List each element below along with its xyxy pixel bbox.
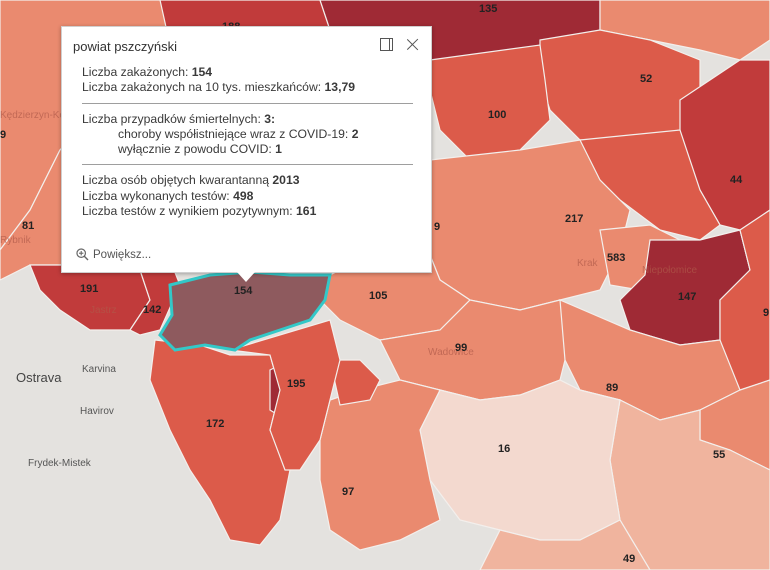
region-value: 44 <box>730 174 743 186</box>
divider <box>82 102 413 104</box>
quarantine-row: Liczba osób objętych kwarantanną 2013 <box>82 173 300 188</box>
region-value: 9 <box>0 129 6 141</box>
region-value: 195 <box>287 378 305 390</box>
region-value: 100 <box>488 109 506 121</box>
region-value: 81 <box>22 220 34 232</box>
zoom-link[interactable]: Powiększ... <box>76 248 151 261</box>
region-value: 172 <box>206 418 224 430</box>
region-value: 147 <box>678 291 696 303</box>
popup-pointer <box>237 272 255 282</box>
region-value: 135 <box>479 3 497 15</box>
comorbid-row: choroby współistniejące wraz z COVID-19:… <box>118 126 359 141</box>
divider <box>82 164 413 166</box>
region-value: 9 <box>763 307 769 319</box>
tests-row: Liczba wykonanych testów: 498 <box>82 188 254 203</box>
zoom-label: Powiększ... <box>93 248 152 261</box>
covid-only-row: wyłącznie z powodu COVID: 1 <box>118 142 282 157</box>
infections-row: Liczba zakażonych: 154 <box>82 65 213 79</box>
place-label: Havirov <box>80 406 114 417</box>
place-label: Kędzierzyn-Koźle <box>0 110 78 121</box>
region-value: 49 <box>623 553 635 565</box>
place-label: Ostrava <box>16 370 62 385</box>
close-icon[interactable] <box>406 38 419 51</box>
place-label: Karvina <box>82 364 116 375</box>
region-49[interactable] <box>479 519 651 570</box>
region-97[interactable] <box>319 379 441 551</box>
region-small-right-195[interactable] <box>329 359 381 406</box>
region-value: 97 <box>342 486 354 498</box>
info-popup: powiat pszczyński Liczba zakażonych: 154… <box>61 26 432 282</box>
region-value: 142 <box>143 304 161 316</box>
place-label: Krak <box>577 258 599 269</box>
region-value: 89 <box>606 382 618 394</box>
dock-icon[interactable] <box>380 38 393 51</box>
region-cieszyn-area[interactable] <box>149 339 291 546</box>
region-value: 9 <box>434 221 440 233</box>
positive-row: Liczba testów z wynikiem pozytywnym: 161 <box>82 204 317 219</box>
region-value: 16 <box>498 443 510 455</box>
region-value: 105 <box>369 290 387 302</box>
region-value: 583 <box>607 252 625 264</box>
region-pszczynski-selected[interactable] <box>158 270 332 352</box>
popup-content: Liczba zakażonych: 154 Liczba zakażonych… <box>82 65 413 219</box>
place-label: Wadowice <box>428 347 474 358</box>
region-value: 55 <box>713 449 725 461</box>
popup-title: powiat pszczyński <box>73 39 178 54</box>
deaths-row: Liczba przypadków śmiertelnych: 3: <box>82 111 276 126</box>
region-value: 99 <box>455 342 467 354</box>
place-label: Jastrz <box>90 305 117 316</box>
region-value: 52 <box>640 73 652 85</box>
per10k-row: Liczba zakażonych na 10 tys. mieszkańców… <box>82 80 356 95</box>
region-value: 217 <box>565 213 583 225</box>
region-value: 154 <box>234 285 253 297</box>
zoom-in-icon <box>76 248 89 261</box>
place-label: Frydek-Mistek <box>28 458 92 469</box>
place-label: Rybnik <box>0 235 32 246</box>
place-label: Niepołomice <box>642 265 697 276</box>
region-bielsko[interactable] <box>229 319 341 471</box>
region-value: 191 <box>80 283 98 295</box>
